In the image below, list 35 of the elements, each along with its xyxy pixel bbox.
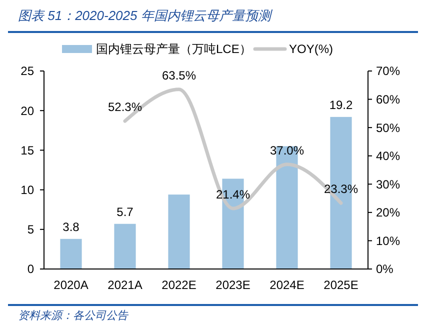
- y2-tick-label: 0%: [376, 262, 394, 276]
- data-label: 23.3%: [324, 182, 358, 196]
- data-label: 3.8: [62, 220, 80, 234]
- x-tick-label: 2022E: [162, 278, 196, 292]
- y2-tick-label: 60%: [376, 92, 400, 106]
- y-tick-label: 10: [20, 183, 34, 197]
- data-label: 21.4%: [216, 187, 250, 202]
- y2-tick-label: 10%: [376, 234, 400, 248]
- legend-label: 国内锂云母产量（万吨LCE）: [96, 42, 252, 56]
- data-label: 19.2: [329, 98, 353, 112]
- y2-tick-label: 40%: [376, 149, 400, 164]
- y2-tick-label: 70%: [376, 64, 400, 78]
- y2-tick-label: 50%: [376, 120, 400, 135]
- y-tick-label: 5: [27, 222, 34, 237]
- y-tick-label: 15: [20, 143, 34, 158]
- bar: [60, 238, 82, 269]
- x-tick-label: 2021A: [108, 278, 142, 292]
- data-label: 52.3%: [108, 100, 142, 114]
- y2-tick-label: 20%: [376, 206, 400, 220]
- legend-label: YOY(%): [289, 42, 334, 56]
- y-tick-label: 25: [20, 64, 34, 78]
- bar: [114, 224, 136, 269]
- y-tick-label: 0: [27, 262, 34, 276]
- x-tick-label: 2024E: [270, 278, 304, 292]
- x-tick-label: 2025E: [324, 278, 358, 292]
- data-label: 5.7: [116, 204, 134, 219]
- x-tick-label: 2023E: [216, 278, 250, 292]
- chart-title: 图表 51：2020-2025 年国内锂云母产量预测: [18, 8, 273, 23]
- y-tick-label: 20: [20, 104, 34, 118]
- data-label: 63.5%: [162, 68, 196, 82]
- y2-tick-label: 30%: [376, 177, 400, 192]
- data-label: 37.0%: [270, 143, 304, 158]
- text: 资料来源：各公司公告: [18, 309, 129, 322]
- bar: [168, 194, 190, 269]
- x-tick-label: 2020A: [54, 278, 88, 292]
